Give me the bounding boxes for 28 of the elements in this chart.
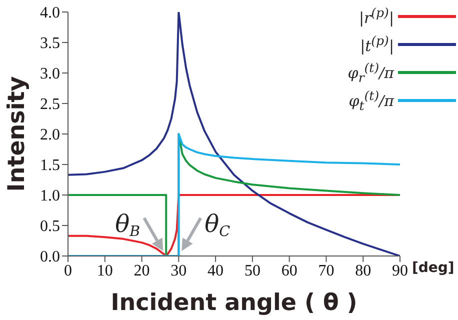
y-tick-label: 1.0 [40, 188, 60, 205]
y-tick-label: 3.5 [40, 35, 60, 52]
y-tick-label: 3.0 [40, 66, 60, 83]
x-tick-label: 70 [318, 262, 334, 280]
x-tick-label: 20 [134, 262, 150, 280]
y-tick-label: 2.5 [40, 96, 60, 114]
text: [deg] [412, 260, 454, 276]
x-tick-label: 0 [64, 262, 72, 280]
annotation: θ$_{C}$ [204, 210, 230, 240]
legend-label: |t$^{(p)}$| [360, 33, 394, 55]
y-tick-label: 2.0 [40, 126, 60, 144]
legend-label: φ$_{t}$$^{(t)}$/π [348, 88, 394, 112]
x-tick-label: 40 [208, 262, 224, 280]
x-tick-label: 50 [244, 262, 260, 280]
y-tick-label: 4.0 [40, 4, 60, 22]
y-axis-title: Intensity [4, 76, 30, 192]
x-tick-label: 10 [96, 262, 113, 280]
legend-label: |r$^{(p)}$| [358, 5, 394, 27]
annotation: θ$_{B}$ [115, 210, 140, 240]
y-tick-label: 0.5 [40, 218, 60, 236]
x-tick-label: 90 [392, 262, 408, 280]
x-axis-title: Incident angle ( θ ) [110, 290, 358, 316]
y-tick-label: 0.0 [40, 248, 60, 266]
x-tick-label: 80 [355, 262, 372, 280]
x-tick-label: 60 [281, 262, 298, 280]
y-tick-label: 1.5 [40, 157, 60, 174]
x-tick-label: 30 [170, 262, 187, 280]
legend-label: φ$_{r}$$^{(t)}$/π [348, 60, 394, 84]
